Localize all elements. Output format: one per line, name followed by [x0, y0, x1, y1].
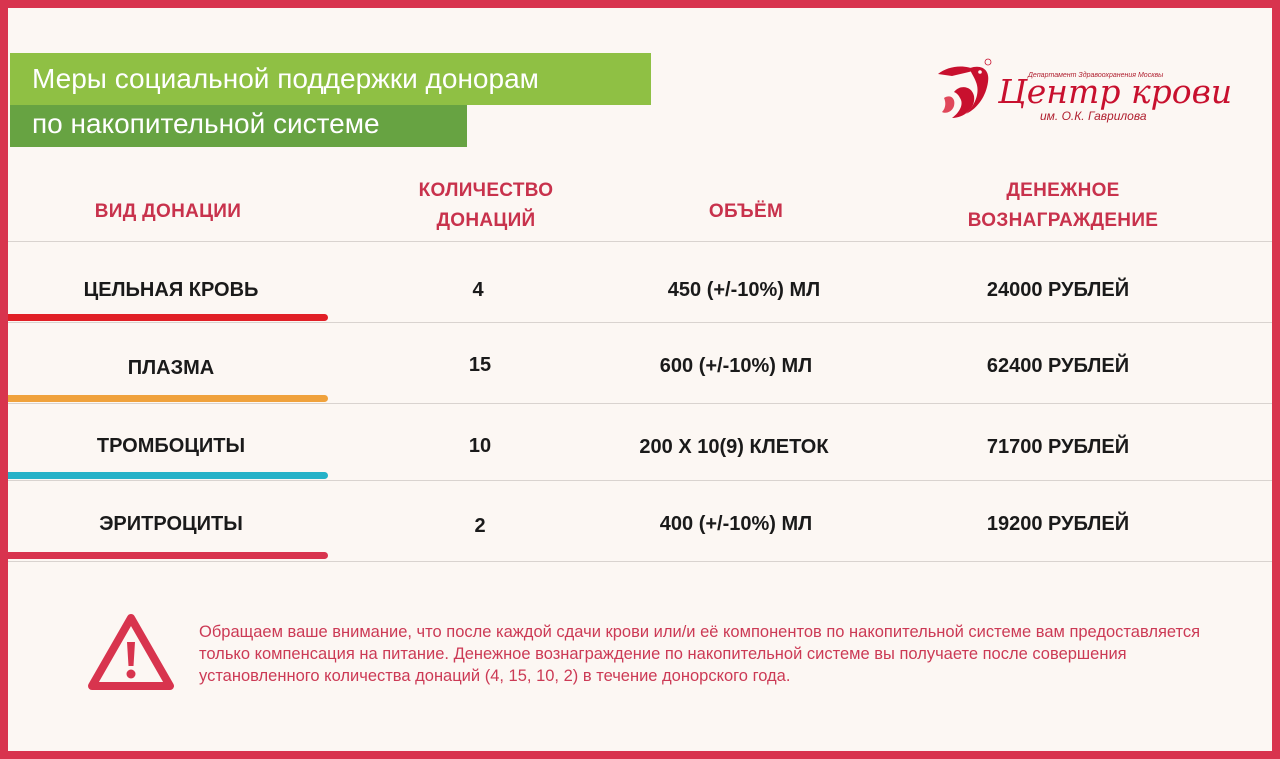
donation-volume: 600 (+/-10%) МЛ — [659, 355, 813, 377]
logo-subtitle: им. О.К. Гаврилова — [1040, 109, 1147, 123]
notice-text: Обращаем ваше внимание, что после каждой… — [199, 623, 1201, 685]
header-volume: ОБЪЁМ — [708, 201, 784, 222]
row-accent-bar — [8, 472, 328, 479]
warning-icon — [88, 614, 174, 690]
donation-volume: 200 X 10(9) КЛЕТОК — [639, 436, 829, 458]
donation-reward: 24000 РУБЛЕЙ — [986, 279, 1130, 301]
donation-reward: 19200 РУБЛЕЙ — [986, 513, 1130, 535]
header-count-line2: ДОНАЦИЙ — [436, 210, 536, 231]
donation-reward: 71700 РУБЛЕЙ — [986, 436, 1130, 458]
donation-reward: 62400 РУБЛЕЙ — [986, 355, 1130, 377]
header-type: ВИД ДОНАЦИИ — [94, 201, 242, 222]
logo-tagline: Департамент Здравоохранения Москвы — [1028, 72, 1164, 79]
table-divider — [8, 241, 1272, 242]
page-title-line2: по накопительной системе — [10, 105, 467, 147]
donation-type: ТРОМБОЦИТЫ — [96, 435, 246, 457]
logo-name: Центр крови — [998, 72, 1233, 111]
table-divider — [8, 561, 1272, 562]
row-accent-bar — [8, 314, 328, 321]
donation-count: 4 — [472, 279, 484, 301]
row-accent-bar — [8, 395, 328, 402]
page-title-line1: Меры социальной поддержки донорам — [10, 53, 651, 105]
donation-type: ЭРИТРОЦИТЫ — [99, 513, 243, 535]
page-card: Меры социальной поддержки донорам по нак… — [8, 8, 1272, 751]
row-accent-bar — [8, 552, 328, 559]
donation-volume: 450 (+/-10%) МЛ — [667, 279, 821, 301]
donation-count: 2 — [474, 515, 486, 537]
table-divider — [8, 322, 1272, 323]
table-divider — [8, 480, 1272, 481]
donation-count: 15 — [468, 354, 492, 376]
pelican-icon — [938, 58, 992, 118]
donation-type: ЦЕЛЬНАЯ КРОВЬ — [83, 279, 259, 301]
header-count-line1: КОЛИЧЕСТВО — [418, 180, 554, 201]
header-reward-line2: ВОЗНАГРАЖДЕНИЕ — [967, 210, 1159, 231]
header-reward-line1: ДЕНЕЖНОЕ — [1006, 180, 1120, 201]
donation-volume: 400 (+/-10%) МЛ — [659, 513, 813, 535]
donation-type: ПЛАЗМА — [127, 357, 215, 379]
donation-count: 10 — [468, 435, 492, 457]
header-count: КОЛИЧЕСТВО ДОНАЦИЙ — [376, 176, 596, 236]
table-divider — [8, 403, 1272, 404]
header-reward: ДЕНЕЖНОЕ ВОЗНАГРАЖДЕНИЕ — [898, 176, 1228, 236]
